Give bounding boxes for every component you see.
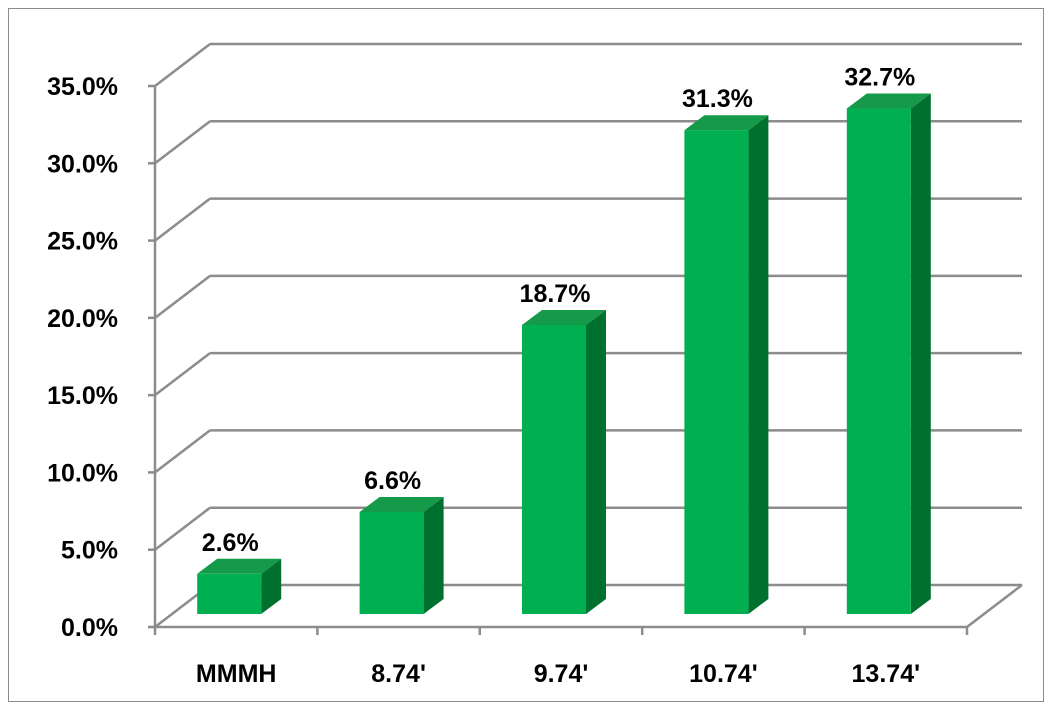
y-tick-label: 25.0% [47,228,118,256]
x-tick-label: 13.74' [852,660,921,688]
y-tick-label: 15.0% [47,382,118,410]
y-tick-label: 30.0% [47,150,118,178]
bar [359,496,444,614]
bar-front [522,324,586,614]
y-tick-label: 0.0% [61,614,118,642]
gridline-side [154,274,211,319]
bar-top [522,309,606,325]
axes: 0.0% 5.0% 10.0% 15.0% 20.0% 25.0% 30.0% 35.0% MM… [47,73,969,688]
y-tick-label: 10.0% [47,459,118,487]
bars [197,93,931,615]
bar [684,115,769,615]
bar-front [684,130,749,615]
bar-front [846,108,911,615]
gridline-side [154,352,211,397]
bar-top [684,115,769,131]
bar-side [423,496,444,614]
y-tick-label: 35.0% [47,73,118,101]
bar-side [910,93,931,614]
bar-side [748,115,769,614]
bar [846,93,931,615]
gridline-side [154,429,211,474]
bar-side [261,558,282,614]
bar-front [359,511,424,614]
bar [522,309,606,614]
bar-top [359,496,444,512]
bar-top [197,558,282,574]
x-tick-label: 10.74' [689,660,758,688]
gridline-side [154,197,211,242]
data-label: 18.7% [520,280,591,308]
bar [197,558,282,614]
data-label: 6.6% [364,467,421,495]
data-label: 2.6% [202,529,259,557]
y-tick-label: 20.0% [47,305,118,333]
x-tick-label: 9.74' [534,660,589,688]
gridline-side [154,120,211,165]
bar-top [846,93,931,109]
x-tick-label: MMMH [196,660,277,688]
data-label: 32.7% [844,64,915,92]
bar-side [586,309,606,614]
labels: 2.6% 6.6% 18.7% 31.3% 32.7% [202,64,916,557]
floor-edge [966,584,1023,628]
gridline-side [154,43,211,87]
gridline-side [154,506,211,551]
x-tick-label: 8.74' [371,660,426,688]
data-label: 31.3% [682,85,753,113]
bar-front [197,573,262,614]
y-tick-label: 5.0% [61,537,118,565]
